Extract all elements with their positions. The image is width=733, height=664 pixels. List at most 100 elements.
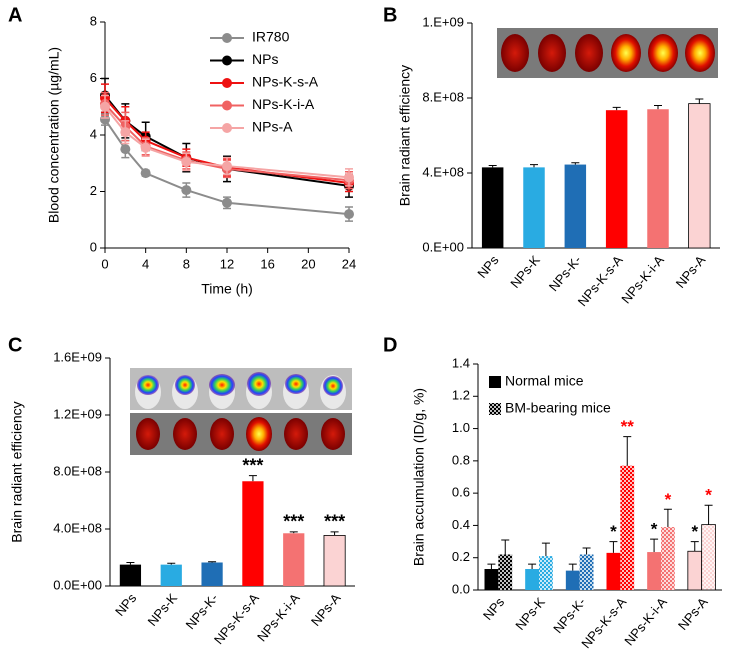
y-tick-label: 1.2E+09 (53, 406, 102, 421)
legend-label: BM-bearing mice (505, 400, 611, 416)
x-tick-label: 12 (220, 256, 234, 271)
error-bar (650, 538, 659, 553)
series-line (104, 103, 350, 182)
bar (565, 570, 580, 590)
error-bar (501, 539, 510, 555)
y-tick-label: 0.8 (452, 452, 470, 467)
x-tick-label: 8 (183, 256, 190, 271)
legend-swatch (489, 403, 501, 415)
y-tick-label: 1.0 (452, 420, 470, 435)
legend-swatch (489, 376, 501, 388)
error-bar (530, 164, 538, 168)
bar (481, 167, 504, 248)
bar (661, 527, 675, 590)
marker (120, 127, 131, 138)
significance: ** (621, 417, 635, 436)
y-tick-label: 8 (90, 13, 97, 28)
error-bar (704, 504, 713, 525)
x-tick-label: NPs-A (675, 594, 711, 633)
marker (344, 172, 354, 183)
y-tick-label: 0 (90, 239, 97, 254)
bar (119, 564, 142, 586)
x-tick-label: NPs (474, 252, 502, 281)
y-tick-label: 2 (90, 183, 97, 198)
bar (606, 552, 621, 590)
y-tick-label: 0.4 (452, 517, 470, 532)
x-tick-label: NPs-K-i-A (618, 252, 667, 306)
series-line (104, 106, 350, 179)
error-bar (208, 561, 217, 563)
y-tick-label: 8.E+08 (422, 89, 464, 104)
bar (498, 554, 513, 590)
x-tick-label: 4 (142, 256, 149, 271)
bar (539, 556, 553, 590)
panel-label: B (383, 4, 397, 26)
x-tick-label: NPs-K (507, 252, 543, 291)
legend-marker (222, 33, 232, 43)
y-tick-label: 0.6 (452, 485, 470, 500)
significance: *** (324, 512, 345, 532)
bar (647, 552, 661, 590)
brain-images (497, 28, 718, 78)
y-tick-label: 4.E+08 (422, 164, 464, 179)
x-tick-label: 16 (260, 256, 274, 271)
error-bar (248, 475, 257, 482)
x-tick-label: NPs-K- (546, 252, 584, 294)
bar (201, 562, 223, 586)
marker (140, 168, 151, 179)
error-bar (487, 563, 496, 570)
marker (181, 185, 192, 196)
bar (687, 550, 703, 591)
x-tick-label: NPs-K-i-A (254, 590, 303, 644)
bar (605, 110, 628, 248)
bar (647, 109, 669, 248)
y-tick-label: 1.6E+09 (53, 349, 102, 364)
error-bar (571, 162, 580, 165)
significance: * (691, 522, 698, 541)
bar (283, 533, 305, 586)
y-tick-label: 4.0E+08 (53, 520, 102, 535)
significance: * (651, 520, 658, 539)
error-bar (654, 105, 662, 110)
marker (222, 197, 232, 208)
legend-label: NPs-A (252, 119, 293, 135)
x-tick-label: NPs (112, 590, 140, 619)
x-tick-label: 20 (301, 256, 315, 271)
x-tick-label: NPs-K-i-A (621, 594, 670, 648)
significance: * (610, 522, 617, 541)
legend-marker (222, 123, 232, 133)
bar (242, 481, 264, 586)
y-axis-label: Brain radiant efficiency (397, 65, 413, 206)
legend-label: NPs (252, 51, 278, 67)
bar (323, 535, 346, 587)
bar (484, 569, 499, 590)
x-tick-label: NPs-K- (550, 594, 588, 636)
significance: * (665, 490, 672, 509)
bar (579, 554, 594, 590)
panel-label: A (8, 4, 22, 26)
error-bar (612, 106, 621, 111)
error-bar (690, 541, 699, 552)
significance: * (705, 486, 712, 505)
bar (620, 465, 635, 590)
error-bar (695, 98, 704, 104)
y-tick-label: 1.4 (452, 355, 470, 370)
y-tick-label: 8.0E+08 (53, 463, 102, 478)
marker (140, 142, 151, 153)
x-tick-label: NPs-K (145, 590, 181, 629)
y-axis-label: Brain radiant efficiency (9, 401, 25, 542)
legend-label: NPs-K-s-A (252, 74, 319, 90)
error-bar (609, 541, 618, 553)
bar (523, 167, 545, 248)
error-bar (582, 547, 591, 555)
legend-label: IR780 (252, 29, 290, 45)
x-tick-label: 24 (342, 256, 356, 271)
x-tick-label: 0 (101, 256, 108, 271)
marker (222, 161, 232, 172)
error-bar (289, 531, 298, 534)
error-bar (488, 165, 497, 168)
error-bar (568, 563, 577, 571)
y-tick-label: 0.E+00 (422, 239, 464, 254)
marker (100, 114, 110, 125)
